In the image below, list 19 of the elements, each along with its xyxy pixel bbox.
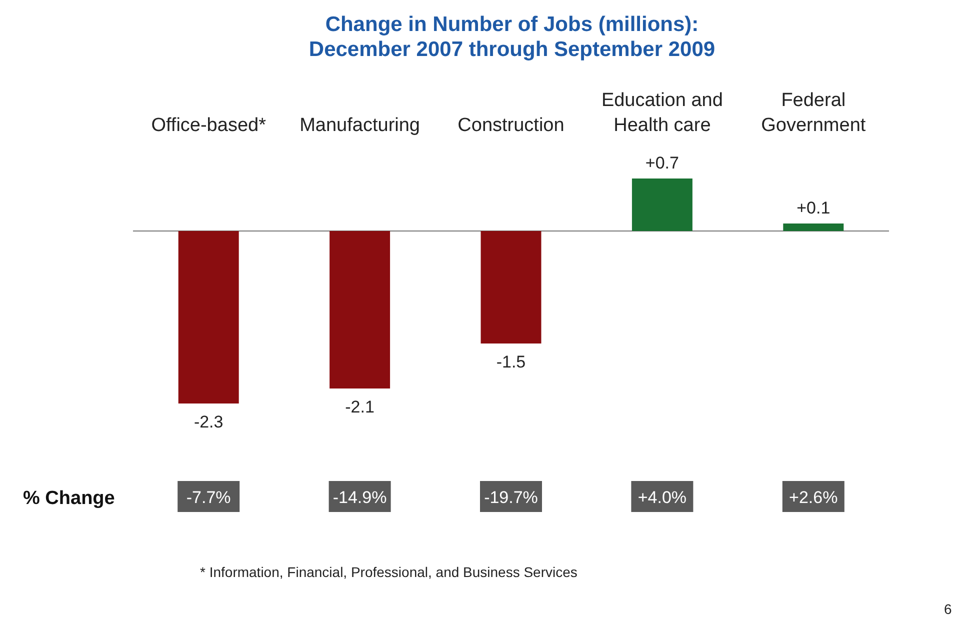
text: +4.0% xyxy=(638,488,687,507)
data-label: +0.1 xyxy=(796,198,830,218)
x-tick-label: Manufacturing xyxy=(300,115,420,136)
text: +2.6% xyxy=(789,488,838,507)
data-label: -2.3 xyxy=(194,412,224,432)
x-tick-label: Office-based* xyxy=(151,115,267,136)
x-tick-label: Construction xyxy=(458,115,564,136)
text: * Information, Financial, Professional, and Business Services xyxy=(200,564,578,580)
text: -14.9% xyxy=(332,488,387,507)
text: -19.7% xyxy=(484,488,538,507)
x-tick-label: Education and Health care xyxy=(601,90,723,136)
chart-title: Change in Number of Jobs (millions): December 2007 through September 2009 xyxy=(308,13,716,61)
x-tick-label: Federal Government xyxy=(761,90,866,136)
text: 6 xyxy=(944,601,952,617)
data-label: -1.5 xyxy=(496,352,526,372)
data-label: +0.7 xyxy=(645,154,679,172)
data-label: -2.1 xyxy=(345,398,374,416)
text: -7.7% xyxy=(186,488,231,507)
text: % Change xyxy=(23,488,115,509)
